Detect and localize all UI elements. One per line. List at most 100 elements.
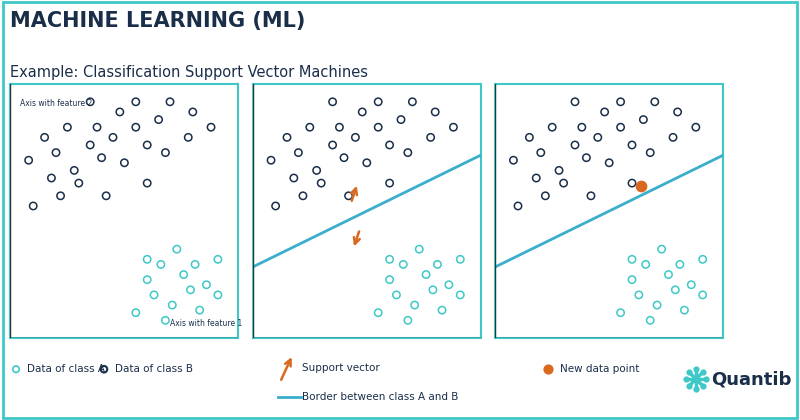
Point [211,291,224,298]
Point [154,261,167,268]
Point [333,124,346,131]
Point [141,142,154,148]
Point [148,291,161,298]
Point [402,317,414,324]
Point [697,369,710,375]
Point [100,192,113,199]
Point [372,309,385,316]
Point [95,154,108,161]
Point [292,149,305,156]
Point [644,317,657,324]
Point [429,109,442,116]
Text: Data of class A: Data of class A [27,364,106,374]
Point [84,142,97,148]
Point [269,202,282,209]
Point [674,261,686,268]
Point [84,98,97,105]
Point [0,416,6,420]
Point [152,116,165,123]
Point [356,109,369,116]
Point [539,192,552,199]
Text: MACHINE LEARNING (ML): MACHINE LEARNING (ML) [10,10,306,31]
Point [184,286,197,293]
Point [372,124,385,131]
Point [637,116,650,123]
Point [603,160,616,166]
Point [394,116,407,123]
Text: Axis with feature 1: Axis with feature 1 [170,319,242,328]
Point [326,142,339,148]
Point [696,256,709,262]
Text: Border between class A and B: Border between class A and B [302,392,458,402]
Point [50,149,62,156]
Point [697,383,710,389]
Point [648,98,661,105]
Point [90,124,103,131]
Point [662,271,675,278]
Point [685,281,698,288]
Point [546,124,558,131]
Point [530,175,542,181]
Point [159,317,172,324]
Point [338,154,350,161]
Point [626,276,638,283]
Point [189,261,202,268]
Point [690,366,702,373]
Point [310,167,323,174]
Point [442,281,455,288]
Point [194,307,206,313]
Point [614,98,627,105]
Point [690,375,702,382]
Point [682,383,695,389]
Point [383,256,396,262]
Point [68,167,81,174]
Point [512,202,525,209]
Point [372,98,385,105]
Point [447,124,460,131]
Point [390,291,403,298]
Point [118,160,131,166]
Point [383,142,396,148]
Point [585,192,598,199]
Point [170,246,183,252]
Point [644,149,657,156]
Point [141,256,154,262]
Text: Example: Classification Support Vector Machines: Example: Classification Support Vector M… [10,65,368,80]
Point [626,142,638,148]
Point [186,109,199,116]
Point [669,286,682,293]
Point [666,134,679,141]
Point [297,192,310,199]
Text: Data of class B: Data of class B [115,364,194,374]
Point [281,134,294,141]
Point [580,154,593,161]
Point [166,302,178,308]
Text: New data point: New data point [560,364,639,374]
Point [678,307,691,313]
Point [591,134,604,141]
Point [639,261,652,268]
Point [130,98,142,105]
Point [690,386,702,392]
Point [360,160,373,166]
Point [575,124,588,131]
Point [314,180,328,186]
Point [72,180,86,186]
Point [200,281,213,288]
Point [178,271,190,278]
Point [303,124,316,131]
Point [614,124,627,131]
Point [436,307,449,313]
Point [682,369,695,375]
Point [690,124,702,131]
Point [141,180,154,186]
Point [106,134,119,141]
Point [54,192,67,199]
Point [211,256,224,262]
Point [431,261,444,268]
Point [569,98,582,105]
Point [0,416,7,420]
Point [557,180,570,186]
Text: Quantib: Quantib [711,370,791,388]
Point [655,246,668,252]
